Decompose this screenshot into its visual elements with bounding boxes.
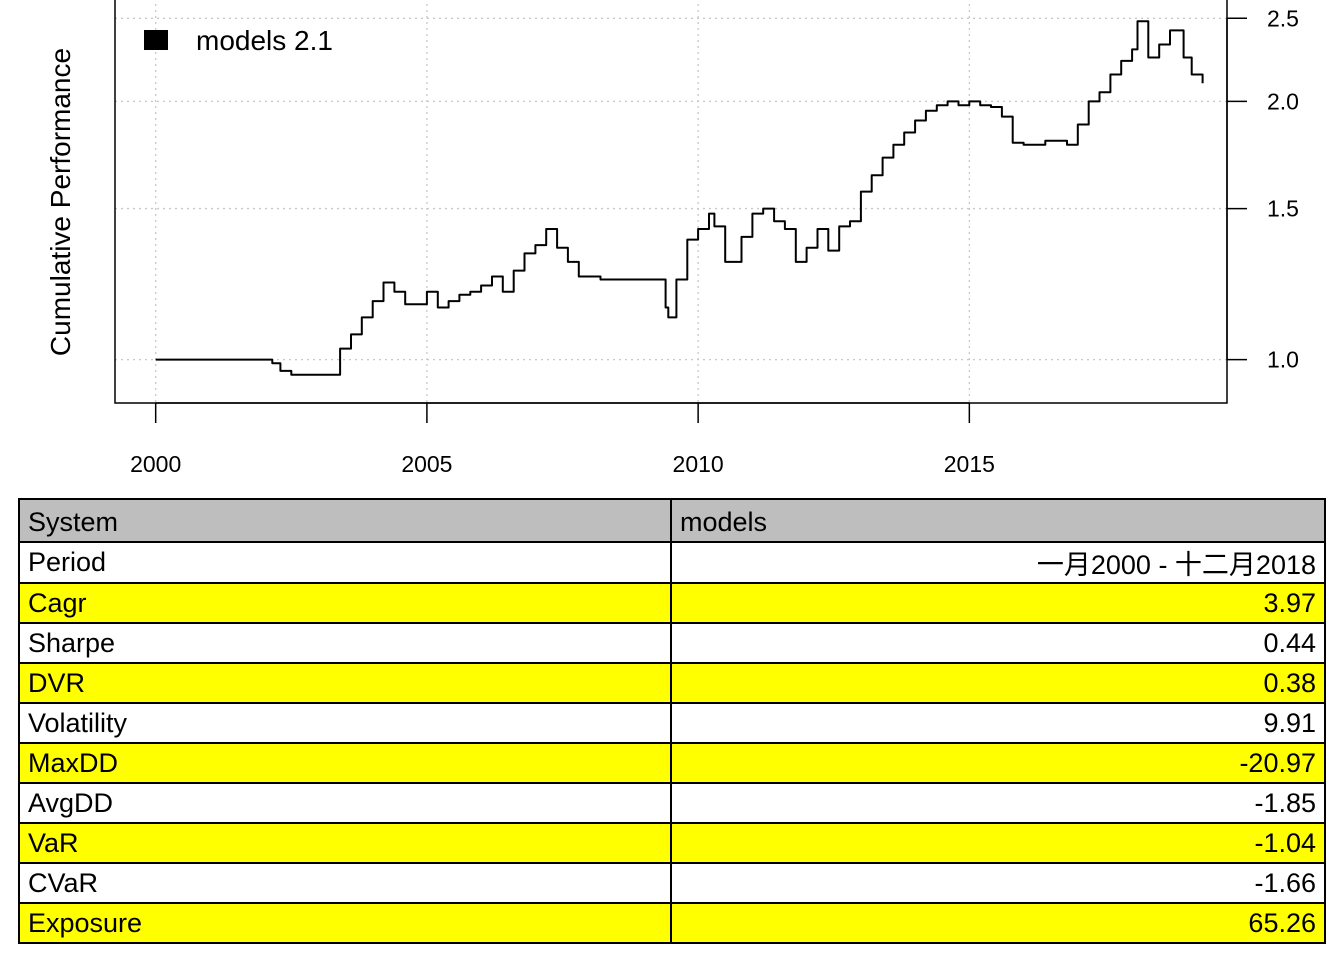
- table-row: Period 一月2000 - 十二月2018: [18, 541, 1326, 584]
- table-row: DVR 0.38: [18, 662, 1326, 704]
- grid-lines: [115, 0, 1227, 403]
- legend: models 2.1: [144, 25, 333, 56]
- y-axis-label: Cumulative Performance: [45, 48, 76, 356]
- metric-name: CVaR: [18, 862, 672, 904]
- x-tick-label: 2015: [944, 451, 995, 477]
- legend-label: models 2.1: [196, 25, 333, 56]
- metric-name: Cagr: [18, 582, 672, 624]
- table-row: Cagr 3.97: [18, 582, 1326, 624]
- table-row: MaxDD -20.97: [18, 742, 1326, 784]
- table-row: VaR -1.04: [18, 822, 1326, 864]
- table-row: Sharpe 0.44: [18, 622, 1326, 664]
- table-row: Volatility 9.91: [18, 702, 1326, 744]
- series-line-0: [155, 20, 1204, 376]
- x-tick-label: 2000: [130, 451, 181, 477]
- metric-value: 65.26: [670, 902, 1326, 944]
- metric-name: DVR: [18, 662, 672, 704]
- stats-table: System models Period 一月2000 - 十二月2018 Cagr…: [18, 498, 1326, 944]
- header-system: System: [18, 498, 672, 543]
- table-row: Exposure 65.26: [18, 902, 1326, 944]
- x-tick-label: 2010: [673, 451, 724, 477]
- metric-name: Volatility: [18, 702, 672, 744]
- metric-value: 3.97: [670, 582, 1326, 624]
- table-row: CVaR -1.66: [18, 862, 1326, 904]
- metric-name: VaR: [18, 822, 672, 864]
- metric-name: MaxDD: [18, 742, 672, 784]
- y-tick-label: 1.0: [1267, 347, 1299, 373]
- metric-name: AvgDD: [18, 782, 672, 824]
- x-axis: 2000 2005 2010 2015: [130, 402, 995, 477]
- y-tick-label: 2.5: [1267, 5, 1299, 31]
- y-axis: 1.0 1.5 2.0 2.5: [1226, 5, 1299, 373]
- metric-value: 9.91: [670, 702, 1326, 744]
- metric-value: -1.85: [670, 782, 1326, 824]
- metric-name: Sharpe: [18, 622, 672, 664]
- metric-value: -1.04: [670, 822, 1326, 864]
- series-lines: [155, 20, 1204, 376]
- legend-swatch: [144, 30, 168, 50]
- plot-frame: [114, 0, 1228, 404]
- metric-value: 0.44: [670, 622, 1326, 664]
- table-body: Period 一月2000 - 十二月2018 Cagr 3.97 Sharpe 0.44…: [18, 541, 1326, 944]
- performance-chart: 2000 2005 2010 2015 1.0 1.5 2.0 2.5 Cumulative…: [45, 0, 1299, 477]
- y-tick-label: 1.5: [1267, 196, 1299, 222]
- metric-value: 一月2000 - 十二月2018: [670, 541, 1326, 584]
- metric-value: -20.97: [670, 742, 1326, 784]
- table-row: AvgDD -1.85: [18, 782, 1326, 824]
- table-header-row: System models: [18, 498, 1326, 543]
- metric-value: 0.38: [670, 662, 1326, 704]
- y-tick-label: 2.0: [1267, 88, 1299, 114]
- x-tick-label: 2005: [401, 451, 452, 477]
- header-models: models: [670, 498, 1326, 543]
- metric-name: Period: [18, 541, 672, 584]
- metric-value: -1.66: [670, 862, 1326, 904]
- metric-name: Exposure: [18, 902, 672, 944]
